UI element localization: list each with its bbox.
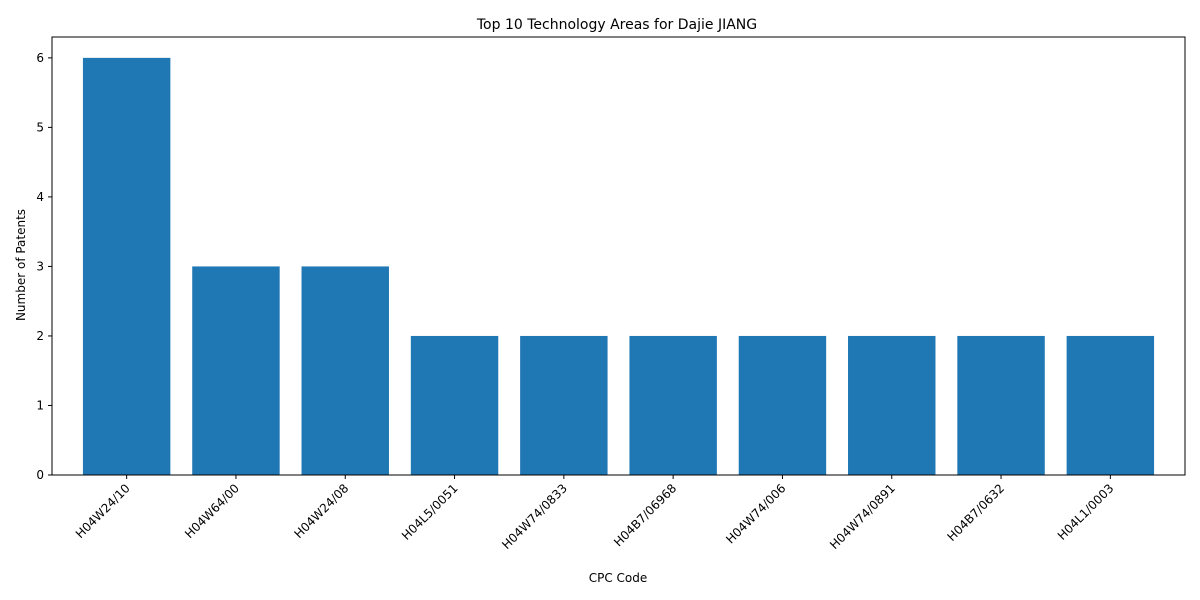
y-tick-label: 2 <box>36 329 44 343</box>
y-tick-label: 3 <box>36 259 44 273</box>
y-tick-label: 0 <box>36 468 44 482</box>
y-tick-label: 5 <box>36 120 44 134</box>
x-tick-label: H04W74/0891 <box>827 481 898 552</box>
x-tick-label: H04L5/0051 <box>399 481 461 543</box>
chart-figure: Top 10 Technology Areas for Dajie JIANG … <box>0 0 1200 600</box>
bar-H04W64/00 <box>192 266 279 475</box>
y-tick-label: 4 <box>36 190 44 204</box>
x-tick-label: H04W24/08 <box>291 481 351 541</box>
x-tick-label: H04W74/006 <box>723 481 788 546</box>
bar-H04W24/10 <box>83 58 170 475</box>
bars-layer <box>83 58 1154 475</box>
bar-H04W24/08 <box>302 266 389 475</box>
bar-H04B7/06968 <box>629 336 716 475</box>
chart-title: Top 10 Technology Areas for Dajie JIANG <box>476 17 757 33</box>
y-axis-label: Number of Patents <box>14 209 28 321</box>
x-tick-label: H04W64/00 <box>182 481 242 541</box>
bar-H04B7/0632 <box>957 336 1044 475</box>
x-tick-label: H04W74/0833 <box>499 481 570 552</box>
x-axis-label: CPC Code <box>589 571 648 585</box>
x-tick-label: H04L1/0003 <box>1055 481 1117 543</box>
bar-H04W74/0833 <box>520 336 607 475</box>
x-tick-label: H04B7/0632 <box>944 481 1007 544</box>
y-tick-label: 6 <box>36 51 44 65</box>
x-tick-label: H04W24/10 <box>73 481 133 541</box>
bar-H04W74/006 <box>739 336 826 475</box>
y-tick-label: 1 <box>36 398 44 412</box>
bar-H04W74/0891 <box>848 336 935 475</box>
bar-H04L5/0051 <box>411 336 498 475</box>
bar-H04L1/0003 <box>1067 336 1154 475</box>
bar-chart: Top 10 Technology Areas for Dajie JIANG … <box>0 0 1200 600</box>
x-tick-label: H04B7/06968 <box>611 481 679 549</box>
